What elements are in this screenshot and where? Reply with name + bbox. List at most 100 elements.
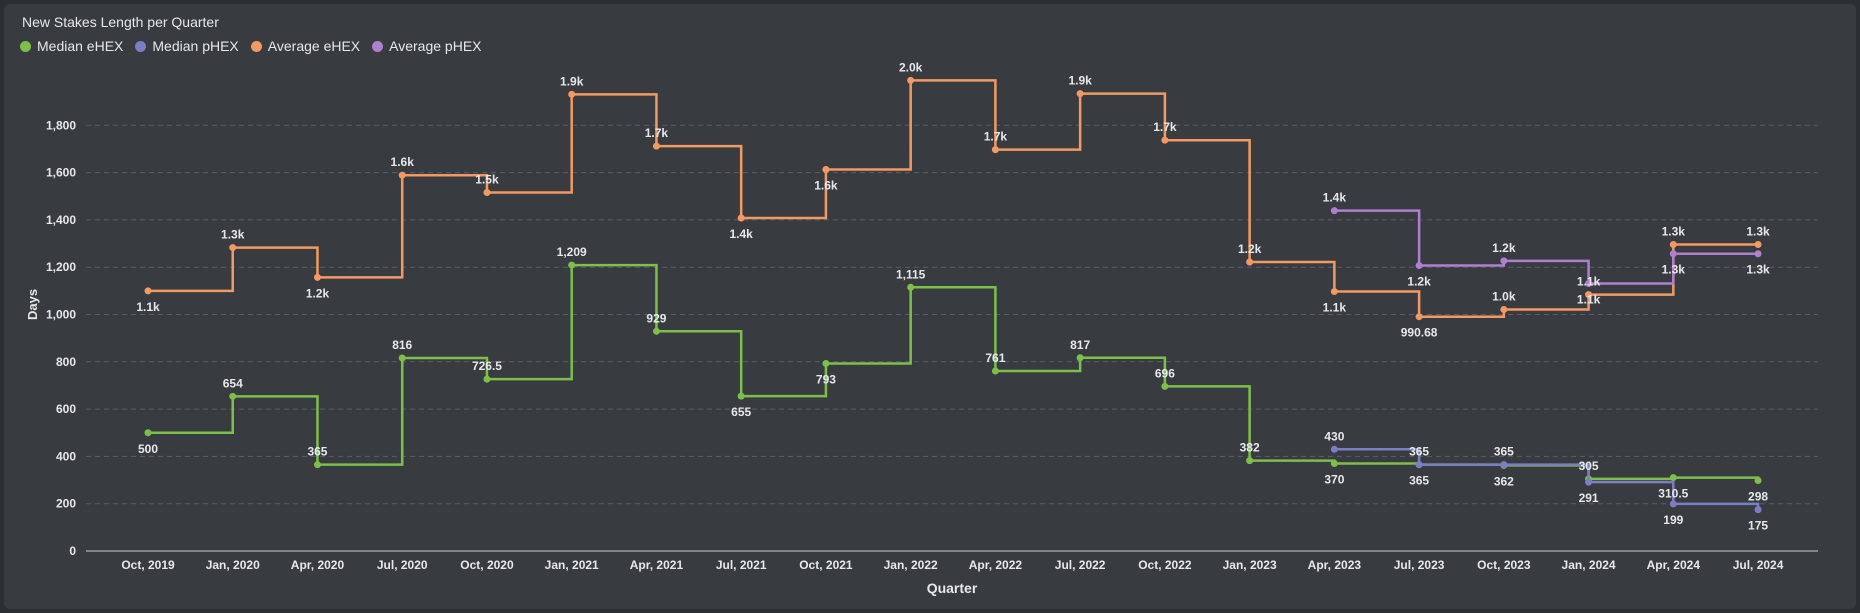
y-tick-label: 1,200 [46, 260, 76, 274]
data-point [737, 214, 745, 222]
x-axis-title: Quarter [927, 580, 978, 596]
legend-dot-median-ehex [20, 40, 31, 52]
data-point [991, 367, 999, 375]
data-label: 382 [1240, 441, 1260, 455]
data-label: 1.3k [221, 228, 245, 242]
legend-item-average-ehex[interactable]: Average eHEX [250, 38, 361, 54]
data-point [1415, 461, 1423, 469]
data-point [1754, 506, 1762, 514]
data-label: 1.1k [1577, 293, 1601, 307]
x-tick-label: Jan, 2024 [1562, 558, 1616, 572]
x-tick-label: Apr, 2024 [1647, 558, 1701, 572]
data-label: 298 [1748, 490, 1768, 504]
data-label: 1.9k [1068, 74, 1092, 88]
x-tick-label: Jul, 2022 [1055, 558, 1106, 572]
data-point [1500, 306, 1508, 314]
data-label: 175 [1748, 519, 1768, 533]
x-tick-label: Apr, 2020 [291, 558, 345, 572]
data-label: 655 [731, 405, 751, 419]
legend-item-average-phex[interactable]: Average pHEX [372, 38, 482, 54]
data-point [229, 244, 237, 252]
data-label: 1.7k [1153, 120, 1177, 134]
legend-item-median-phex[interactable]: Median pHEX [135, 38, 239, 54]
data-label: 816 [392, 338, 412, 352]
x-tick-label: Apr, 2021 [630, 558, 684, 572]
data-point [822, 359, 830, 367]
x-tick-label: Jan, 2023 [1223, 558, 1277, 572]
y-tick-label: 600 [56, 402, 76, 416]
data-point [1330, 445, 1338, 453]
data-point [1246, 457, 1254, 465]
data-point [229, 392, 237, 400]
data-point [1585, 478, 1593, 486]
data-label: 1.9k [560, 74, 584, 88]
data-point [1585, 280, 1593, 288]
data-label: 1.2k [1492, 241, 1516, 255]
data-point [144, 287, 152, 295]
data-point [398, 171, 406, 179]
data-point [1076, 90, 1084, 98]
data-label: 1.3k [1662, 224, 1686, 238]
data-label: 793 [816, 372, 836, 386]
data-label: 1.1k [1577, 275, 1601, 289]
y-axis-title: Days [25, 289, 40, 320]
data-label: 761 [985, 351, 1005, 365]
data-label: 2.0k [899, 60, 923, 74]
x-tick-label: Oct, 2022 [1138, 558, 1192, 572]
data-label: 430 [1324, 429, 1344, 443]
data-point [483, 188, 491, 196]
x-tick-label: Jan, 2020 [206, 558, 260, 572]
data-point [144, 429, 152, 437]
data-point [737, 392, 745, 400]
data-point [1669, 240, 1677, 248]
data-point [1330, 459, 1338, 467]
data-label: 696 [1155, 366, 1175, 380]
data-label: 1.2k [1407, 275, 1431, 289]
data-label: 1.7k [984, 130, 1008, 144]
legend-item-median-ehex[interactable]: Median eHEX [20, 38, 123, 54]
data-point [1669, 474, 1677, 482]
data-label: 726.5 [472, 359, 502, 373]
chart-legend: Median eHEX Median pHEX Average eHEX Ave… [20, 38, 482, 54]
data-point [568, 90, 576, 98]
data-label: 1.6k [814, 179, 838, 193]
series-line-1 [1334, 448, 1760, 510]
data-label: 1,209 [557, 245, 587, 259]
data-point [1754, 240, 1762, 248]
y-tick-label: 800 [56, 355, 76, 369]
series-line-0 [148, 263, 1760, 481]
data-point [1076, 354, 1084, 362]
legend-dot-median-phex [135, 40, 147, 52]
data-label: 310.5 [1658, 487, 1688, 501]
x-tick-label: Apr, 2022 [969, 558, 1023, 572]
data-point [991, 146, 999, 154]
data-point [1754, 477, 1762, 485]
legend-label-median-ehex: Median eHEX [37, 38, 124, 54]
data-label: 362 [1494, 474, 1514, 488]
data-label: 1.3k [1746, 263, 1770, 277]
series-line-2 [148, 79, 1759, 318]
x-tick-label: Oct, 2023 [1477, 558, 1531, 572]
x-tick-label: Jan, 2022 [884, 558, 938, 572]
y-tick-label: 400 [56, 449, 76, 463]
y-tick-label: 1,400 [46, 213, 76, 227]
data-label: 1,115 [896, 267, 926, 281]
legend-label-average-ehex: Average eHEX [267, 38, 361, 54]
data-point [483, 375, 491, 383]
data-point [1415, 262, 1423, 270]
x-tick-label: Apr, 2023 [1308, 558, 1362, 572]
data-point [313, 461, 321, 469]
x-tick-label: Jan, 2021 [545, 558, 599, 572]
y-tick-label: 0 [69, 544, 76, 558]
data-point [1330, 207, 1338, 215]
data-point [568, 261, 576, 269]
y-tick-label: 1,000 [46, 308, 76, 322]
data-point [1246, 258, 1254, 266]
data-label: 365 [1409, 474, 1429, 488]
legend-label-median-phex: Median pHEX [152, 38, 239, 54]
data-point [313, 273, 321, 281]
data-label: 1.5k [475, 172, 499, 186]
legend-dot-average-ehex [250, 40, 262, 52]
data-point [907, 283, 915, 291]
